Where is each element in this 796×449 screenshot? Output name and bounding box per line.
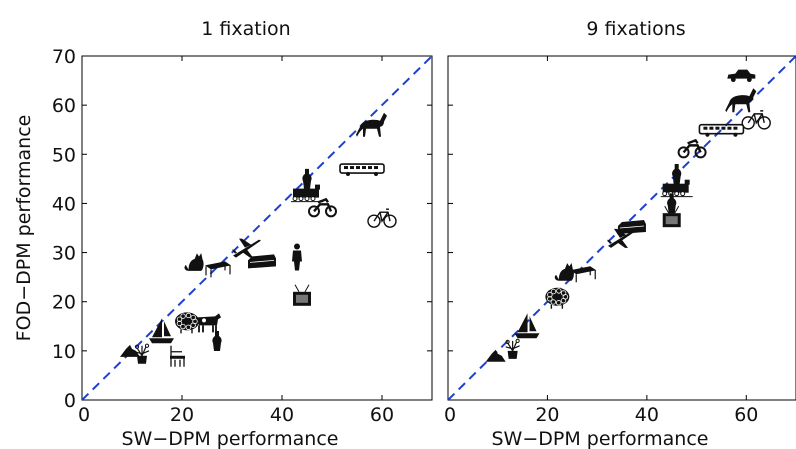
person-icon: [292, 243, 302, 271]
plot-frame: [447, 55, 796, 401]
bottle-icon: [672, 163, 682, 184]
cow-icon: [197, 313, 221, 333]
bus-icon: [339, 163, 385, 177]
tvmonitor-icon: [662, 205, 681, 228]
y-tick-label: 70: [52, 46, 76, 68]
motorbike-icon: [308, 197, 337, 218]
x-tick-label: 60: [370, 404, 394, 426]
x-tick-label: 0: [78, 404, 90, 426]
horse-icon: [356, 112, 387, 137]
panel-1-fixation: 1 fixation FOD−DPM performance SW−DPM pe…: [13, 18, 433, 449]
sheep-icon: [545, 287, 570, 309]
cat-icon: [554, 262, 574, 281]
x-tick-label: 40: [635, 404, 659, 426]
y-axis-label: FOD−DPM performance: [13, 115, 35, 342]
table-icon: [205, 261, 231, 278]
y-tick-label: 60: [52, 95, 76, 117]
y-tick-label: 40: [52, 193, 76, 215]
cat-icon: [184, 253, 204, 271]
table-icon: [570, 266, 597, 283]
diagonal-line: [82, 56, 432, 400]
horse-icon: [725, 88, 757, 113]
y-tick-label: 0: [64, 390, 76, 412]
pottedplant-icon: [134, 343, 150, 364]
x-tick-label: 0: [444, 404, 456, 426]
panel-9-fixations: 9 fixations SW−DPM performance 0 20 40 60: [444, 18, 796, 449]
x-axis-label: SW−DPM performance: [492, 428, 709, 449]
x-tick-label: 20: [535, 404, 559, 426]
x-tick-label: 40: [270, 404, 294, 426]
pottedplant-icon: [505, 338, 520, 359]
x-tick-label: 20: [170, 404, 194, 426]
bottle-icon: [302, 168, 312, 189]
car-icon: [727, 69, 756, 83]
panel-title: 9 fixations: [586, 18, 685, 40]
dog-icon: [485, 349, 506, 362]
y-tick-label: 20: [52, 292, 76, 314]
y-tick-label: 10: [52, 341, 76, 363]
bottle-icon: [667, 193, 677, 214]
motorbike-icon: [677, 138, 707, 159]
plot-frame: [81, 55, 433, 401]
bottle-icon: [212, 331, 222, 352]
x-axis-label: SW−DPM performance: [122, 428, 339, 449]
bicycle-icon: [367, 208, 397, 228]
aeroplane-icon: [607, 228, 636, 248]
aeroplane-icon: [232, 238, 261, 258]
x-tick-label: 60: [734, 404, 758, 426]
plot-area: [448, 56, 796, 400]
bus-icon: [698, 123, 745, 137]
plot-area: [82, 56, 432, 400]
bicycle-icon: [741, 110, 771, 130]
sofa-icon: [248, 254, 276, 269]
chair-icon: [170, 345, 185, 367]
y-tick-label: 50: [52, 144, 76, 166]
boat-icon: [149, 318, 174, 344]
tvmonitor-icon: [293, 284, 311, 306]
dog-icon: [120, 344, 140, 357]
panel-title: 1 fixation: [201, 18, 290, 40]
sheep-icon: [175, 312, 199, 334]
ticks: 0 20 40 60: [444, 56, 758, 426]
y-tick-label: 30: [52, 243, 76, 265]
ticks: 0 20 40 60 0 10 20 30 40 50 60 70: [52, 46, 432, 426]
train-icon: [291, 184, 323, 203]
sofa-icon: [617, 220, 646, 234]
boat-icon: [514, 313, 540, 339]
